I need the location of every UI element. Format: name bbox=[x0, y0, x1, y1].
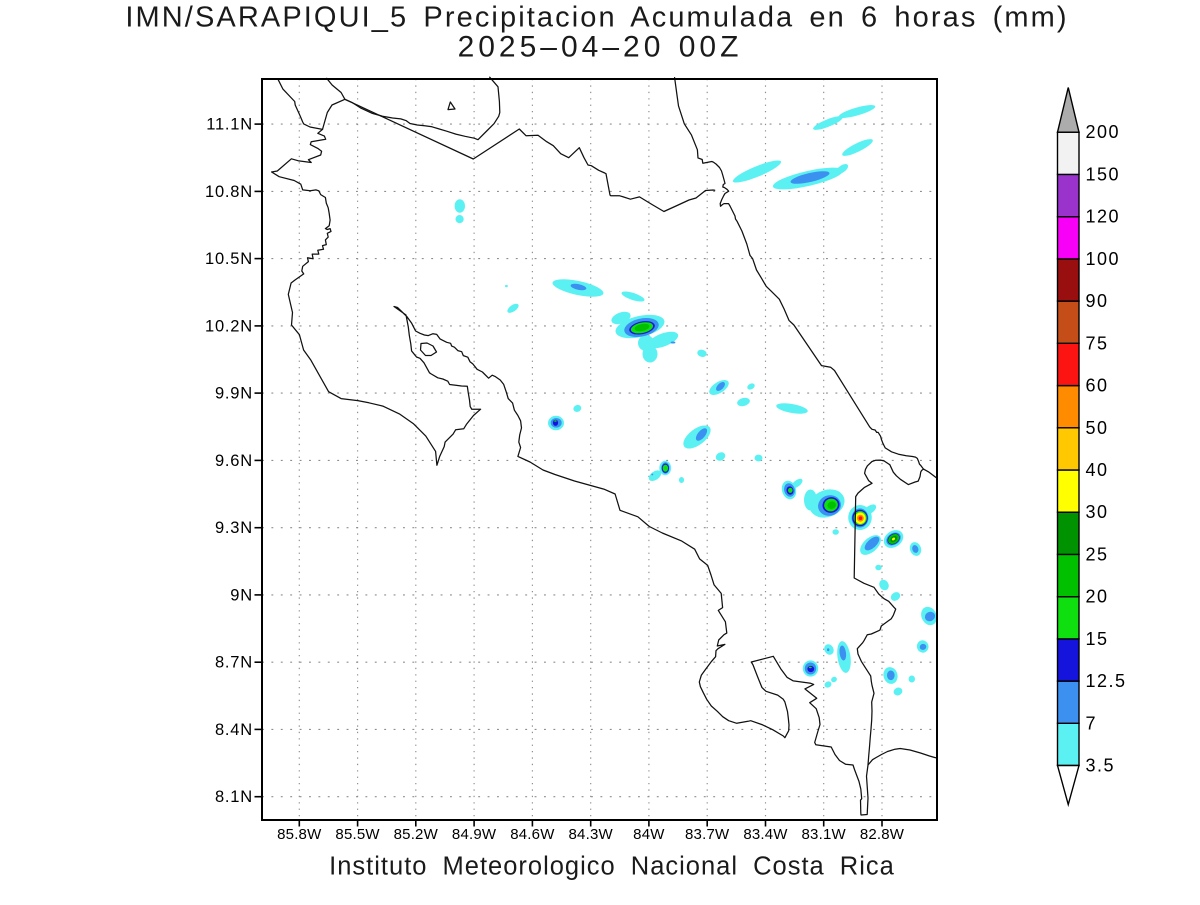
svg-text:11.1N: 11.1N bbox=[206, 116, 253, 134]
svg-text:90: 90 bbox=[1086, 291, 1109, 311]
svg-text:8.7N: 8.7N bbox=[215, 654, 253, 672]
svg-text:100: 100 bbox=[1086, 249, 1121, 269]
svg-text:83.1W: 83.1W bbox=[802, 826, 847, 843]
svg-text:7: 7 bbox=[1086, 713, 1098, 733]
svg-text:Instituto Meteorologico Nacion: Instituto Meteorologico Nacional Costa R… bbox=[329, 853, 895, 881]
svg-text:9.9N: 9.9N bbox=[215, 385, 253, 403]
svg-text:84.9W: 84.9W bbox=[452, 826, 497, 843]
svg-text:10.2N: 10.2N bbox=[205, 317, 253, 335]
svg-text:8.4N: 8.4N bbox=[215, 721, 253, 739]
svg-text:2025–04–20 00Z: 2025–04–20 00Z bbox=[458, 31, 743, 64]
svg-text:50: 50 bbox=[1086, 418, 1109, 438]
svg-text:120: 120 bbox=[1086, 207, 1121, 227]
svg-text:83.4W: 83.4W bbox=[743, 826, 788, 843]
svg-text:25: 25 bbox=[1086, 544, 1109, 564]
svg-text:20: 20 bbox=[1086, 587, 1109, 607]
svg-text:9.6N: 9.6N bbox=[215, 452, 253, 470]
svg-text:75: 75 bbox=[1086, 333, 1109, 353]
svg-text:200: 200 bbox=[1086, 122, 1121, 142]
svg-text:10.8N: 10.8N bbox=[205, 183, 253, 201]
svg-text:40: 40 bbox=[1086, 460, 1109, 480]
svg-text:3.5: 3.5 bbox=[1086, 756, 1116, 776]
svg-text:85.2W: 85.2W bbox=[394, 826, 439, 843]
svg-text:85.8W: 85.8W bbox=[277, 826, 322, 843]
svg-text:60: 60 bbox=[1086, 376, 1109, 396]
svg-text:12.5: 12.5 bbox=[1086, 671, 1127, 691]
svg-text:8.1N: 8.1N bbox=[215, 788, 253, 806]
svg-text:84.3W: 84.3W bbox=[569, 826, 614, 843]
svg-text:30: 30 bbox=[1086, 502, 1109, 522]
svg-text:83.7W: 83.7W bbox=[685, 826, 730, 843]
svg-text:9.3N: 9.3N bbox=[215, 519, 253, 537]
svg-text:150: 150 bbox=[1086, 164, 1121, 184]
svg-text:82.8W: 82.8W bbox=[860, 826, 905, 843]
svg-text:85.5W: 85.5W bbox=[335, 826, 380, 843]
svg-text:84.6W: 84.6W bbox=[510, 826, 555, 843]
svg-text:10.5N: 10.5N bbox=[205, 250, 253, 268]
svg-text:15: 15 bbox=[1086, 629, 1109, 649]
svg-text:9N: 9N bbox=[230, 586, 253, 604]
svg-text:IMN/SARAPIQUI_5 Precipitacion: IMN/SARAPIQUI_5 Precipitacion Acumulada … bbox=[125, 2, 1068, 34]
svg-text:84W: 84W bbox=[633, 826, 665, 843]
